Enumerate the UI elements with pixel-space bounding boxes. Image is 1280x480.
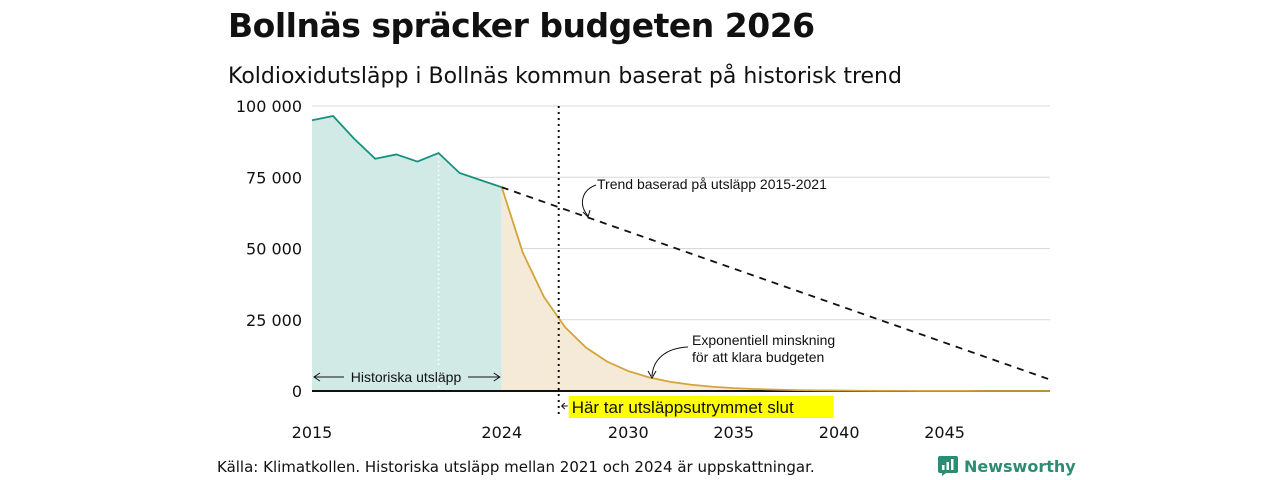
historical-area (312, 115, 502, 391)
chart-subtitle: Koldioxidutsläpp i Bollnäs kommun basera… (228, 64, 902, 89)
trend-annotation-label: Trend baserad på utsläpp 2015-2021 (597, 176, 827, 192)
decline-annotation-line1: Exponentiell minskning (692, 332, 835, 348)
y-tick-label: 50 000 (246, 240, 302, 259)
brand-name: Newsworthy (964, 456, 1076, 476)
historical-span-arrow-left (313, 372, 321, 382)
x-tick-label: 2015 (292, 423, 333, 442)
x-tick-label: 2030 (608, 423, 649, 442)
trend-dashed-line (501, 186, 1051, 381)
x-tick-label: 2040 (819, 423, 860, 442)
decline-annotation-arrowhead (647, 370, 657, 380)
newsworthy-icon (938, 456, 958, 476)
brand-logo: Newsworthy (938, 456, 1076, 476)
x-tick-label: 2045 (924, 423, 965, 442)
chart-title: Bollnäs spräcker budgeten 2026 (228, 6, 815, 45)
x-tick-label: 2024 (481, 423, 522, 442)
historical-span-arrow-right (493, 372, 501, 382)
historical-line (311, 114, 503, 189)
x-tick-label: 2035 (713, 423, 754, 442)
historical-span-label: Historiska utsläpp (351, 369, 462, 385)
decline-annotation-line2: för att klara budgeten (692, 349, 824, 365)
decline-annotation-curve (651, 346, 689, 377)
y-tick-label: 75 000 (246, 168, 302, 187)
area-fills (312, 115, 1050, 391)
trend-annotation-arrowhead (582, 209, 591, 218)
trend-annotation-curve (581, 184, 597, 217)
budget-end-arrow (560, 402, 568, 410)
axis-ticks: 0 25 000 50 000 75 000 100 000 2015 2024 2030 20… (236, 97, 965, 442)
budget-end-highlight (568, 396, 834, 418)
source-note: Källa: Klimatkollen. Historiska utsläpp … (217, 458, 815, 476)
y-tick-label: 0 (292, 382, 302, 401)
historical-label-bg (344, 367, 468, 386)
y-tick-label: 100 000 (236, 97, 302, 116)
annotations: Här tar utsläppsutrymmet slut Historiska … (313, 106, 835, 418)
budget-decline-line (500, 186, 1051, 392)
budget-area (501, 187, 1050, 391)
series-lines (311, 114, 1051, 392)
budget-end-label: Här tar utsläppsutrymmet slut (572, 398, 794, 417)
y-tick-label: 25 000 (246, 311, 302, 330)
